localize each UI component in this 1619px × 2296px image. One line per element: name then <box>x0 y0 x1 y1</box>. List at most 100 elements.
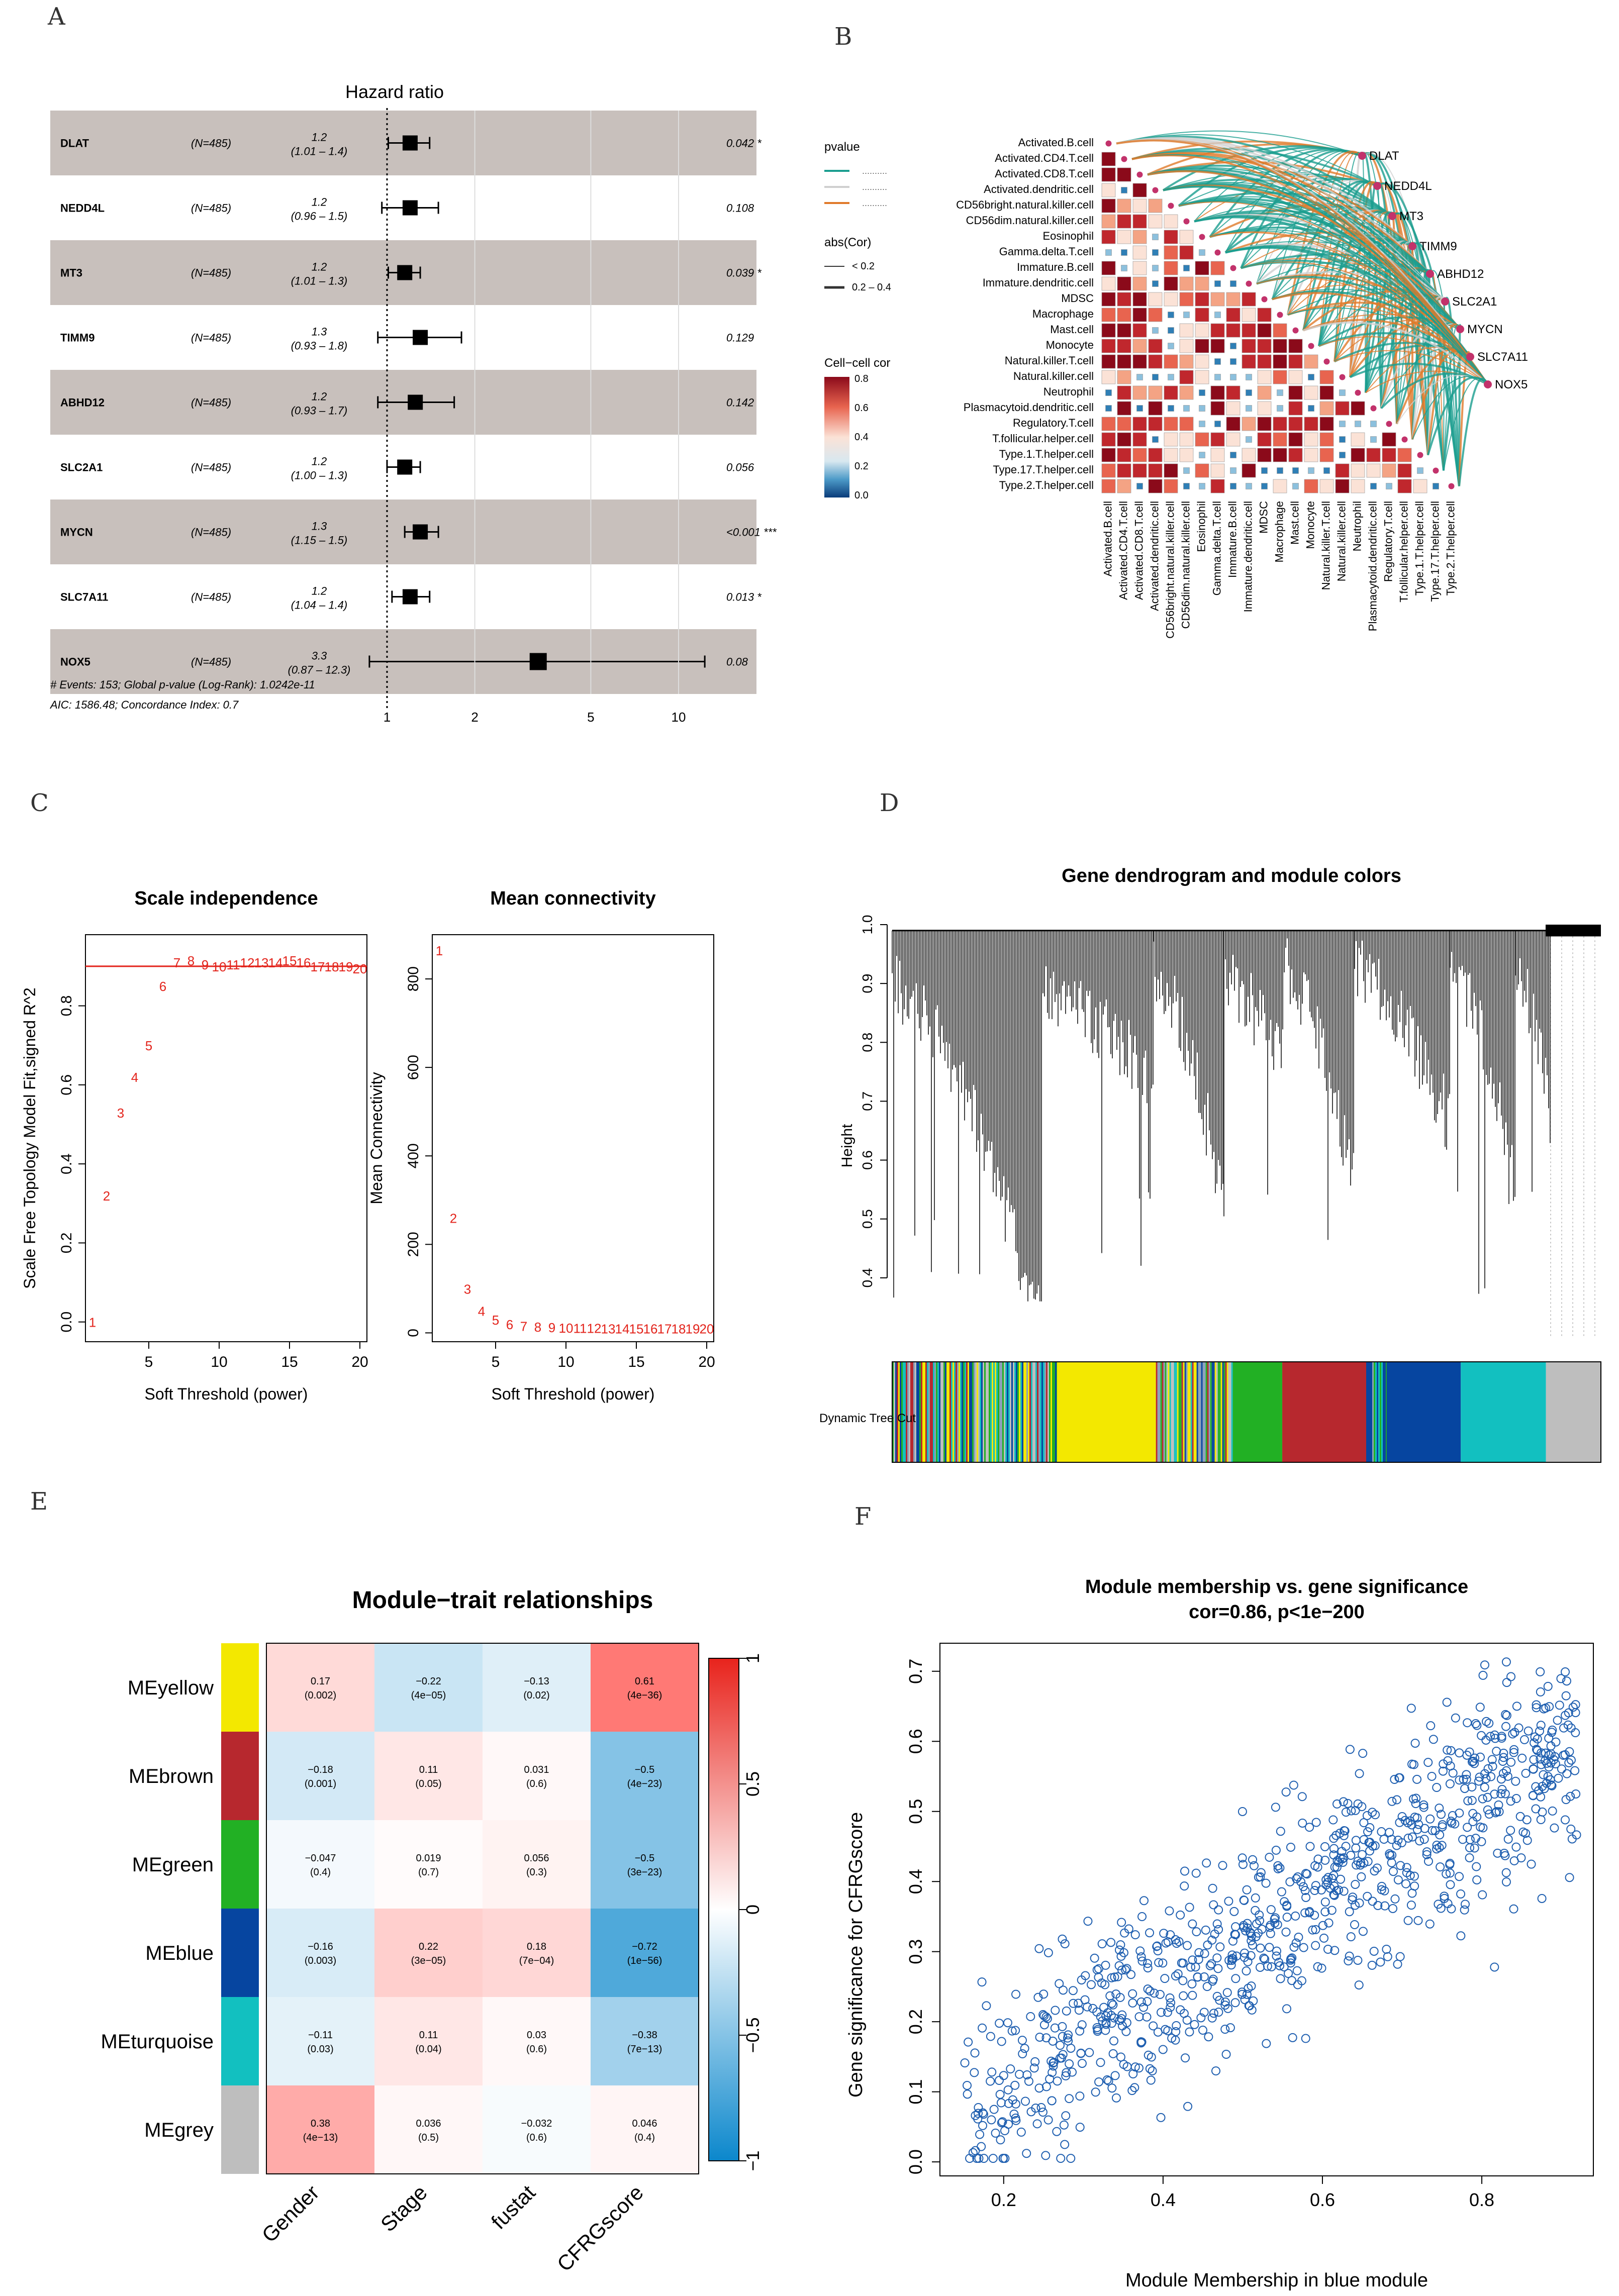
module-color-stripe <box>1184 1362 1186 1462</box>
data-point <box>1062 2006 1071 2016</box>
matrix-cell <box>1148 198 1163 213</box>
data-point <box>1536 1721 1546 1730</box>
matrix-cell <box>1210 479 1225 493</box>
data-point <box>1220 2001 1230 2010</box>
data-point <box>1350 1901 1360 1910</box>
data-point <box>1055 1979 1064 1988</box>
module-color-stripe <box>1375 1362 1377 1462</box>
data-point <box>1225 2023 1235 2033</box>
data-point <box>1208 1976 1217 1986</box>
data-point <box>1497 1784 1507 1794</box>
data-point <box>1178 1958 1188 1968</box>
data-point <box>982 2001 991 2011</box>
diagonal-node <box>1370 405 1377 412</box>
x-axis-label: Soft Threshold (power) <box>145 1385 308 1403</box>
matrix-cell <box>1242 292 1256 307</box>
power-point-label: 15 <box>629 1322 644 1337</box>
pvalue-legend-title: pvalue <box>824 140 860 154</box>
data-point <box>1367 1960 1377 1970</box>
data-point <box>1101 1960 1110 1970</box>
data-point <box>1117 1965 1127 1975</box>
data-point <box>1248 1940 1257 1950</box>
data-point <box>1560 1815 1570 1825</box>
data-point <box>1502 1678 1511 1687</box>
data-point <box>1472 1721 1482 1730</box>
data-point <box>1142 1959 1152 1968</box>
matrix-cell <box>1179 417 1194 431</box>
data-point <box>1403 1818 1412 1828</box>
data-point <box>1287 1976 1297 1985</box>
data-point <box>1244 2001 1254 2011</box>
data-point <box>1176 2005 1185 2015</box>
matrix-cell <box>1168 327 1174 334</box>
module-color-stripe <box>1025 1362 1026 1462</box>
data-point <box>1488 1762 1497 1771</box>
data-point <box>1392 1795 1401 1805</box>
data-point <box>1313 1962 1322 1971</box>
module-row-label: MEbrown <box>129 1765 214 1787</box>
matrix-cell <box>1230 467 1236 474</box>
data-point <box>1420 1824 1430 1833</box>
matrix-cell <box>1132 230 1147 244</box>
data-point <box>1059 1985 1068 1995</box>
data-point <box>1274 1958 1284 1967</box>
matrix-cell <box>1210 432 1225 447</box>
matrix-cell <box>1257 370 1272 384</box>
data-point <box>1047 2096 1057 2106</box>
data-point <box>1119 1948 1128 1957</box>
data-point <box>1038 2108 1047 2117</box>
matrix-cell <box>1261 483 1268 489</box>
data-point <box>1134 2063 1144 2073</box>
x-tick-label: 15 <box>281 1354 298 1370</box>
matrix-cell <box>1195 339 1209 353</box>
colorbar-tick-label: −0.5 <box>742 2017 763 2053</box>
heatmap-cell <box>266 1643 374 1732</box>
data-point <box>1107 2019 1116 2028</box>
heatmap-cell-cor: −0.5 <box>635 1764 654 1775</box>
module-color-stripe <box>966 1362 968 1462</box>
data-point <box>1529 1764 1538 1774</box>
data-point <box>1458 1835 1468 1844</box>
matrix-cell <box>1304 354 1318 369</box>
cell-col-label: Gamma.delta.T.cell <box>1211 501 1223 595</box>
data-point <box>1455 1775 1464 1785</box>
y-tick-label: 0.6 <box>905 1729 926 1754</box>
dendro-y-label: 0.9 <box>860 974 875 993</box>
data-point <box>1498 1757 1507 1766</box>
data-point <box>1299 1943 1308 1952</box>
data-point <box>1548 1725 1557 1735</box>
power-point-label: 5 <box>492 1313 499 1328</box>
data-point <box>1301 1869 1310 1878</box>
data-point <box>1194 1948 1204 1957</box>
data-point <box>1393 1959 1402 1969</box>
data-point <box>1511 1776 1520 1786</box>
network-edge <box>1147 168 1431 275</box>
module-color-stripe <box>894 1362 895 1462</box>
heatmap-cell-pvalue: (1e−56) <box>627 1955 662 1966</box>
matrix-cell <box>1164 245 1178 260</box>
matrix-cell <box>1366 463 1381 478</box>
cell-row-label: Type.1.T.helper.cell <box>999 448 1094 460</box>
module-color-stripe <box>906 1362 907 1462</box>
data-point <box>1327 1873 1337 1883</box>
data-point <box>1186 1962 1196 1972</box>
heatmap-cell-pvalue: (0.6) <box>526 1778 547 1789</box>
data-point <box>1353 1955 1363 1965</box>
forest-n-label: (N=485) <box>191 137 231 150</box>
matrix-cell <box>1257 401 1272 416</box>
panel-label-c: C <box>30 789 49 817</box>
data-point <box>1253 1928 1263 1938</box>
power-point-label: 10 <box>212 959 227 974</box>
matrix-cell <box>1210 401 1225 416</box>
cell-col-label: Activated.CD8.T.cell <box>1133 501 1146 600</box>
data-point <box>1354 1980 1364 1990</box>
data-point <box>1247 1981 1256 1991</box>
heatmap-cell <box>483 1643 591 1732</box>
heatmap-cell-pvalue: (0.002) <box>305 1690 336 1701</box>
matrix-cell <box>1199 483 1205 489</box>
data-point <box>1517 1753 1527 1763</box>
y-tick-label: 800 <box>405 966 422 991</box>
x-tick-label: 0.4 <box>1151 2189 1176 2210</box>
network-edge <box>1116 138 1431 275</box>
matrix-cell <box>1179 432 1194 447</box>
